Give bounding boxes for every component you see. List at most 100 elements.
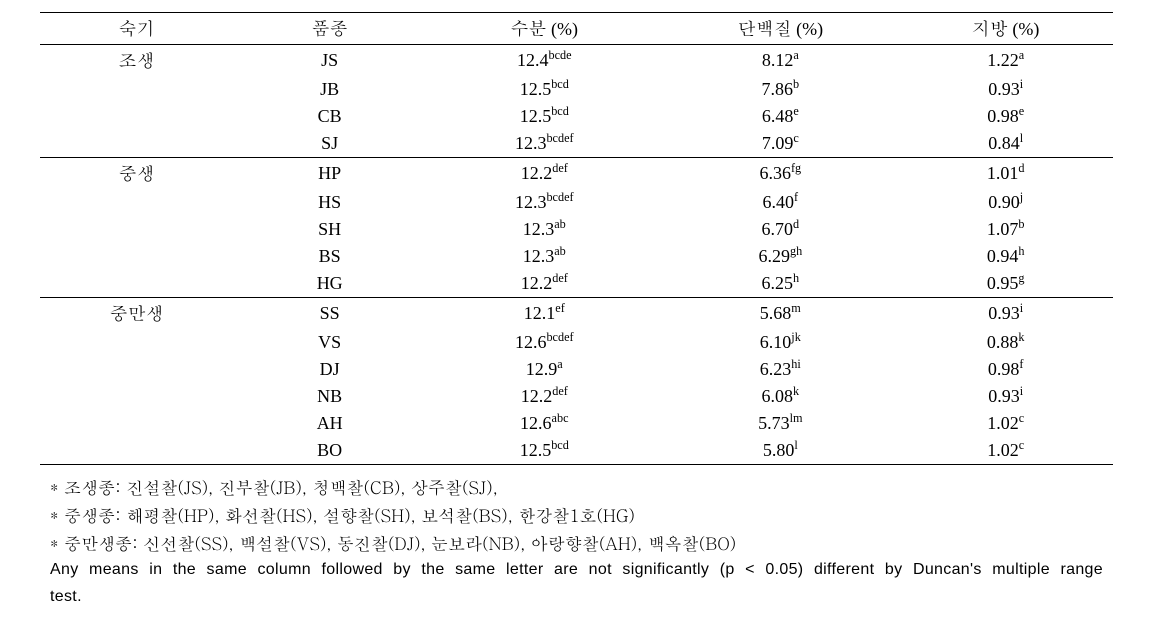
table-row: BS12.3ab6.29gh0.94h	[40, 243, 1113, 270]
table-row: 중만생SS12.1ef5.68m0.93i	[40, 298, 1113, 330]
footnote-mid: * 중생종: 해평찰(HP), 화선찰(HS), 설향찰(SH), 보석찰(BS…	[50, 501, 1103, 529]
protein-cell-sup: l	[794, 438, 797, 452]
table-row: SJ12.3bcdef7.09c0.84l	[40, 130, 1113, 158]
protein-cell-sup: c	[793, 131, 798, 145]
table-row: HG12.2def6.25h0.95g	[40, 270, 1113, 298]
protein-cell: 8.12a	[662, 45, 898, 77]
protein-cell: 5.73lm	[662, 410, 898, 437]
maturity-cell	[40, 437, 233, 465]
maturity-cell	[40, 270, 233, 298]
moisture-cell-sup: bcd	[551, 438, 569, 452]
table-row: NB12.2def6.08k0.93i	[40, 383, 1113, 410]
variety-cell: SS	[233, 298, 426, 330]
maturity-cell	[40, 329, 233, 356]
fat-cell-sup: i	[1020, 384, 1023, 398]
col-header-variety: 품종	[233, 13, 426, 45]
fat-cell: 0.88k	[898, 329, 1113, 356]
maturity-cell	[40, 383, 233, 410]
protein-cell: 7.09c	[662, 130, 898, 158]
protein-cell-sup: k	[793, 384, 799, 398]
maturity-cell: 중만생	[40, 298, 233, 330]
protein-cell: 6.40f	[662, 189, 898, 216]
table-row: 중생HP12.2def6.36fg1.01d	[40, 158, 1113, 190]
moisture-cell: 12.1ef	[426, 298, 662, 330]
table-body: 조생JS12.4bcde8.12a1.22aJB12.5bcd7.86b0.93…	[40, 45, 1113, 465]
maturity-cell	[40, 356, 233, 383]
footnote-statistics: Any means in the same column followed by…	[50, 557, 1103, 610]
moisture-cell: 12.6abc	[426, 410, 662, 437]
maturity-cell	[40, 130, 233, 158]
moisture-cell-sup: def	[552, 384, 568, 398]
fat-cell-sup: e	[1019, 104, 1024, 118]
protein-cell-sup: f	[794, 190, 798, 204]
protein-cell-sup: d	[793, 217, 799, 231]
fat-cell-sup: a	[1019, 48, 1024, 62]
variety-cell: DJ	[233, 356, 426, 383]
variety-cell: JS	[233, 45, 426, 77]
protein-cell-sup: lm	[790, 411, 803, 425]
protein-cell: 6.36fg	[662, 158, 898, 190]
protein-cell-sup: a	[793, 48, 798, 62]
protein-cell-sup: fg	[791, 161, 801, 175]
moisture-cell: 12.9a	[426, 356, 662, 383]
variety-cell: VS	[233, 329, 426, 356]
protein-cell-sup: gh	[790, 244, 802, 258]
fat-cell-sup: j	[1020, 190, 1023, 204]
variety-cell: JB	[233, 76, 426, 103]
moisture-cell-sup: ab	[554, 217, 566, 231]
table-row: VS12.6bcdef6.10jk0.88k	[40, 329, 1113, 356]
moisture-cell: 12.3ab	[426, 216, 662, 243]
fat-cell-sup: f	[1019, 357, 1023, 371]
protein-cell: 7.86b	[662, 76, 898, 103]
col-header-protein: 단백질 (%)	[662, 13, 898, 45]
fat-cell-sup: h	[1018, 244, 1024, 258]
table-row: HS12.3bcdef6.40f0.90j	[40, 189, 1113, 216]
fat-cell-sup: i	[1020, 301, 1023, 315]
fat-cell: 0.98f	[898, 356, 1113, 383]
moisture-cell: 12.2def	[426, 270, 662, 298]
fat-cell: 0.93i	[898, 76, 1113, 103]
variety-cell: SJ	[233, 130, 426, 158]
variety-cell: BS	[233, 243, 426, 270]
variety-cell: SH	[233, 216, 426, 243]
maturity-cell	[40, 216, 233, 243]
fat-cell-sup: g	[1018, 271, 1024, 285]
protein-cell: 6.08k	[662, 383, 898, 410]
moisture-cell-sup: def	[552, 161, 568, 175]
moisture-cell: 12.2def	[426, 383, 662, 410]
moisture-cell-sup: bcdef	[546, 330, 573, 344]
fat-cell: 0.95g	[898, 270, 1113, 298]
protein-cell: 5.68m	[662, 298, 898, 330]
fat-cell-sup: d	[1018, 161, 1024, 175]
moisture-cell: 12.3ab	[426, 243, 662, 270]
fat-cell: 0.93i	[898, 298, 1113, 330]
moisture-cell-sup: bcd	[551, 104, 569, 118]
moisture-cell-sup: def	[552, 271, 568, 285]
fat-cell: 1.07b	[898, 216, 1113, 243]
table-row: DJ12.9a6.23hi0.98f	[40, 356, 1113, 383]
fat-cell: 1.01d	[898, 158, 1113, 190]
protein-cell-sup: m	[791, 301, 801, 315]
moisture-cell-sup: bcd	[551, 77, 569, 91]
moisture-cell: 12.4bcde	[426, 45, 662, 77]
fat-cell-sup: k	[1018, 330, 1024, 344]
maturity-cell: 중생	[40, 158, 233, 190]
fat-cell-sup: b	[1018, 217, 1024, 231]
moisture-cell-sup: a	[557, 357, 562, 371]
maturity-cell	[40, 410, 233, 437]
footnote-midlate: * 중만생종: 신선찰(SS), 백설찰(VS), 동진찰(DJ), 눈보라(N…	[50, 529, 1103, 557]
moisture-cell: 12.5bcd	[426, 437, 662, 465]
table-row: BO12.5bcd5.80l1.02c	[40, 437, 1113, 465]
maturity-cell	[40, 243, 233, 270]
moisture-cell: 12.5bcd	[426, 76, 662, 103]
variety-cell: HG	[233, 270, 426, 298]
fat-cell: 1.22a	[898, 45, 1113, 77]
maturity-cell	[40, 189, 233, 216]
protein-cell: 6.10jk	[662, 329, 898, 356]
table-row: 조생JS12.4bcde8.12a1.22a	[40, 45, 1113, 77]
protein-cell-sup: b	[793, 77, 799, 91]
fat-cell: 0.94h	[898, 243, 1113, 270]
moisture-cell: 12.2def	[426, 158, 662, 190]
col-header-moisture: 수분 (%)	[426, 13, 662, 45]
protein-cell-sup: h	[793, 271, 799, 285]
